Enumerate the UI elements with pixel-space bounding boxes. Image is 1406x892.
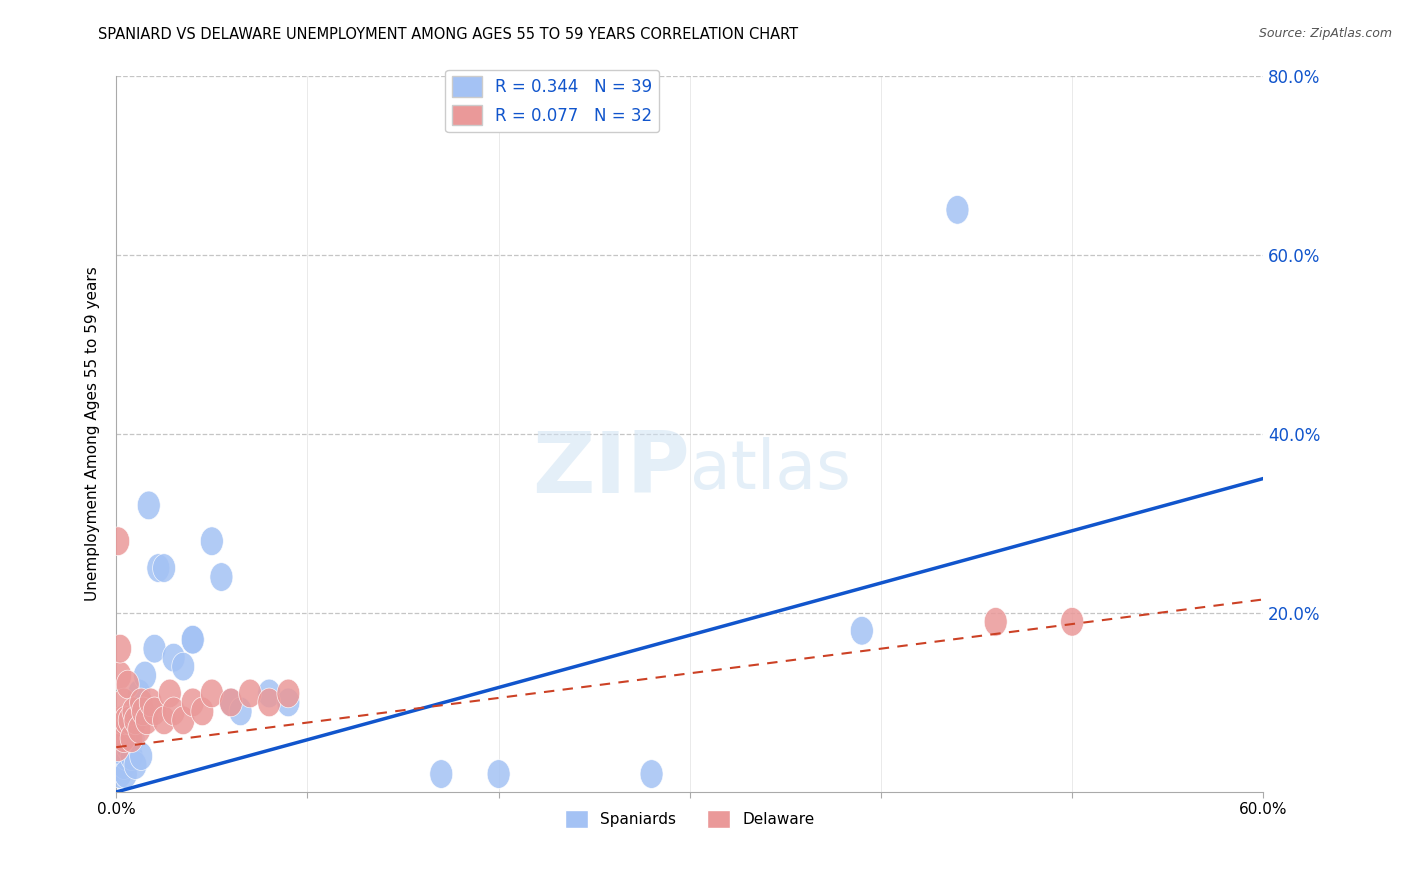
Ellipse shape xyxy=(229,697,252,726)
Ellipse shape xyxy=(122,697,145,726)
Ellipse shape xyxy=(277,679,299,707)
Ellipse shape xyxy=(112,751,135,780)
Y-axis label: Unemployment Among Ages 55 to 59 years: Unemployment Among Ages 55 to 59 years xyxy=(86,267,100,601)
Ellipse shape xyxy=(107,751,129,780)
Ellipse shape xyxy=(111,733,134,762)
Ellipse shape xyxy=(153,554,176,582)
Text: ZIP: ZIP xyxy=(531,428,690,511)
Ellipse shape xyxy=(117,670,139,698)
Ellipse shape xyxy=(112,724,135,753)
Text: atlas: atlas xyxy=(690,436,851,502)
Ellipse shape xyxy=(159,679,181,707)
Ellipse shape xyxy=(129,742,153,771)
Ellipse shape xyxy=(114,742,138,771)
Ellipse shape xyxy=(128,715,150,744)
Ellipse shape xyxy=(108,760,132,789)
Ellipse shape xyxy=(124,706,146,735)
Text: SPANIARD VS DELAWARE UNEMPLOYMENT AMONG AGES 55 TO 59 YEARS CORRELATION CHART: SPANIARD VS DELAWARE UNEMPLOYMENT AMONG … xyxy=(98,27,799,42)
Ellipse shape xyxy=(143,697,166,726)
Ellipse shape xyxy=(162,697,186,726)
Ellipse shape xyxy=(1060,607,1084,636)
Ellipse shape xyxy=(219,688,242,717)
Ellipse shape xyxy=(134,661,156,690)
Ellipse shape xyxy=(257,679,281,707)
Ellipse shape xyxy=(153,706,176,735)
Ellipse shape xyxy=(181,625,204,654)
Ellipse shape xyxy=(111,724,134,753)
Ellipse shape xyxy=(107,527,129,556)
Ellipse shape xyxy=(984,607,1007,636)
Ellipse shape xyxy=(201,527,224,556)
Ellipse shape xyxy=(112,715,135,744)
Ellipse shape xyxy=(181,688,204,717)
Ellipse shape xyxy=(107,733,129,762)
Ellipse shape xyxy=(117,733,139,762)
Ellipse shape xyxy=(640,760,664,789)
Ellipse shape xyxy=(191,697,214,726)
Ellipse shape xyxy=(128,679,150,707)
Ellipse shape xyxy=(114,760,138,789)
Ellipse shape xyxy=(111,706,134,735)
Ellipse shape xyxy=(108,661,132,690)
Ellipse shape xyxy=(118,724,141,753)
Ellipse shape xyxy=(125,697,149,726)
Ellipse shape xyxy=(201,679,224,707)
Ellipse shape xyxy=(108,742,132,771)
Ellipse shape xyxy=(120,706,143,735)
Ellipse shape xyxy=(162,643,186,672)
Ellipse shape xyxy=(124,751,146,780)
Ellipse shape xyxy=(120,724,143,753)
Ellipse shape xyxy=(120,742,143,771)
Ellipse shape xyxy=(209,563,233,591)
Ellipse shape xyxy=(219,688,242,717)
Ellipse shape xyxy=(114,706,138,735)
Ellipse shape xyxy=(135,706,159,735)
Ellipse shape xyxy=(486,760,510,789)
Ellipse shape xyxy=(124,706,146,735)
Ellipse shape xyxy=(430,760,453,789)
Ellipse shape xyxy=(132,697,155,726)
Ellipse shape xyxy=(143,634,166,663)
Legend: Spaniards, Delaware: Spaniards, Delaware xyxy=(560,804,821,835)
Ellipse shape xyxy=(146,554,170,582)
Ellipse shape xyxy=(257,688,281,717)
Ellipse shape xyxy=(277,688,299,717)
Ellipse shape xyxy=(181,625,204,654)
Ellipse shape xyxy=(172,652,194,681)
Ellipse shape xyxy=(172,706,194,735)
Ellipse shape xyxy=(129,688,153,717)
Ellipse shape xyxy=(239,679,262,707)
Ellipse shape xyxy=(851,616,873,645)
Ellipse shape xyxy=(138,491,160,520)
Text: Source: ZipAtlas.com: Source: ZipAtlas.com xyxy=(1258,27,1392,40)
Ellipse shape xyxy=(118,706,141,735)
Ellipse shape xyxy=(946,195,969,224)
Ellipse shape xyxy=(108,634,132,663)
Ellipse shape xyxy=(139,688,162,717)
Ellipse shape xyxy=(112,688,135,717)
Ellipse shape xyxy=(122,724,145,753)
